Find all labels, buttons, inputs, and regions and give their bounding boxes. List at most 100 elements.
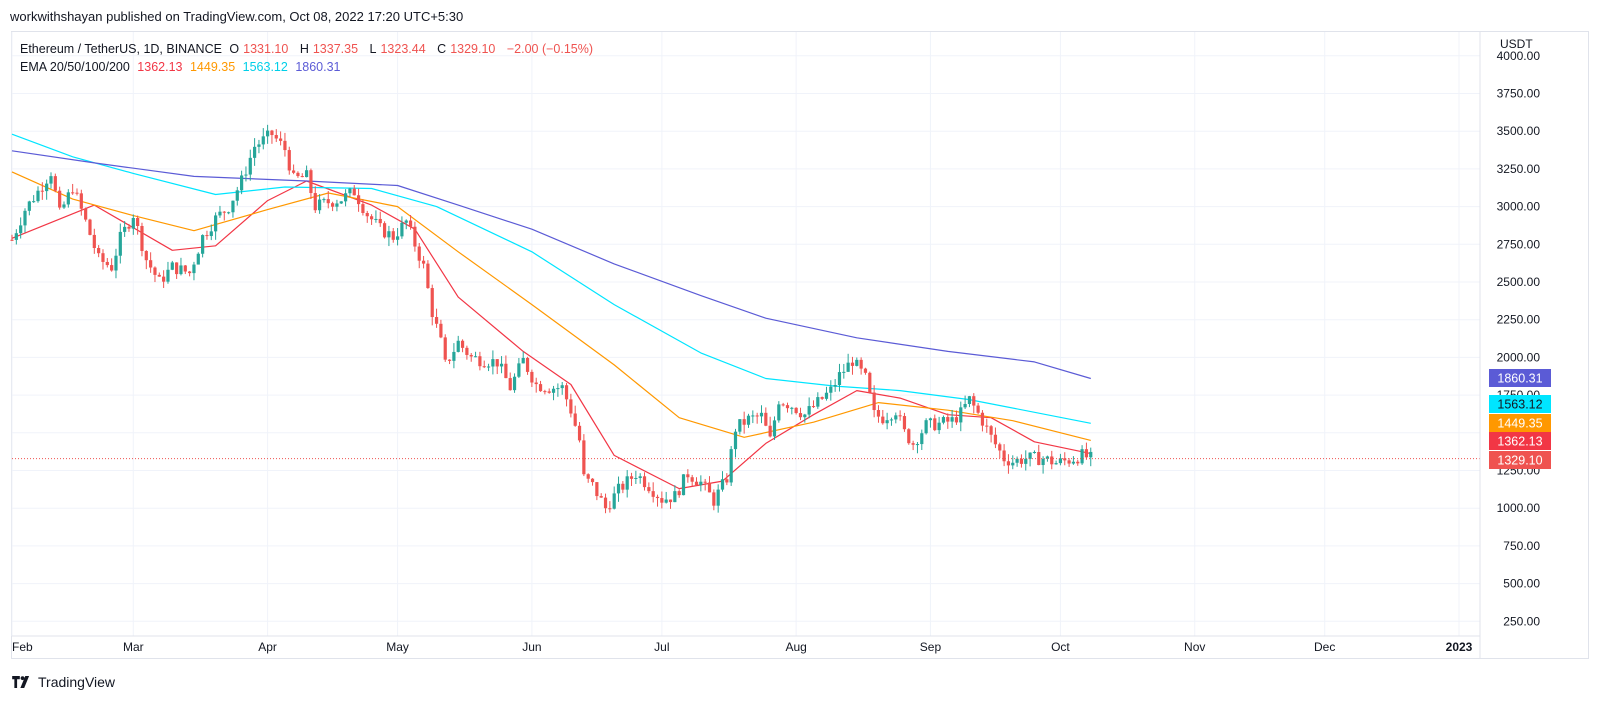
ema200-value: 1860.31 xyxy=(295,60,341,74)
candle-body xyxy=(330,203,335,207)
x-tick-label: Jun xyxy=(522,640,541,654)
candle-body xyxy=(881,416,885,424)
candle-body xyxy=(785,405,790,409)
candle-body xyxy=(473,356,478,358)
candle-body xyxy=(417,246,421,261)
candle-body xyxy=(716,489,720,506)
candle-body xyxy=(469,354,473,357)
candle-body xyxy=(599,496,603,498)
candle-body xyxy=(287,150,291,171)
currency-label: USDT xyxy=(1500,37,1533,51)
candle-body xyxy=(846,362,850,372)
candle-body xyxy=(19,225,23,234)
candle-body xyxy=(452,351,456,361)
candle-body xyxy=(837,372,842,386)
candle-body xyxy=(23,210,27,226)
candle-body xyxy=(1067,460,1071,464)
candle-body xyxy=(824,392,829,399)
candle-body xyxy=(456,340,460,352)
candle-body xyxy=(959,407,963,423)
candle-body xyxy=(902,416,907,430)
candle-body xyxy=(317,199,322,211)
candle-body xyxy=(759,412,764,417)
candle-body xyxy=(564,385,569,400)
candle-body xyxy=(205,235,209,237)
candle-body xyxy=(292,170,296,173)
candle-body xyxy=(300,176,304,178)
ema200-tag-bg xyxy=(1489,369,1551,387)
candle-body xyxy=(608,508,612,510)
candle-body xyxy=(712,492,716,506)
candle-body xyxy=(421,260,426,264)
ema100-value: 1563.12 xyxy=(242,60,288,74)
candle-body xyxy=(53,176,57,191)
candle-body xyxy=(694,481,699,486)
candle-body xyxy=(911,443,915,445)
price-tags: 1860.31 1563.12 1449.35 1362.13 1329.10 xyxy=(1489,369,1551,469)
candle-body xyxy=(153,267,157,275)
candle-body xyxy=(460,340,465,348)
ema100-tag-label: 1563.12 xyxy=(1497,398,1542,412)
candle-body xyxy=(538,384,543,392)
candle-body xyxy=(790,407,794,409)
high-value: H 1337.35 xyxy=(299,42,359,56)
candle-body xyxy=(92,234,96,249)
candle-body xyxy=(595,482,599,497)
candle-body xyxy=(616,483,621,494)
candle-body xyxy=(192,264,196,274)
x-tick-label: Aug xyxy=(785,640,806,654)
publisher-note: workwithshayan published on TradingView.… xyxy=(10,9,464,24)
candle-body xyxy=(1028,452,1032,459)
candle-body xyxy=(1076,461,1080,464)
candle-body xyxy=(1006,461,1011,466)
candle-body xyxy=(149,260,153,268)
candle-body xyxy=(816,397,820,407)
candle-body xyxy=(629,476,634,479)
candle-body xyxy=(928,418,933,421)
candle-body xyxy=(88,219,92,235)
candle-body xyxy=(447,359,452,361)
candle-body xyxy=(855,359,859,366)
candle-body xyxy=(746,415,751,425)
x-tick-label: May xyxy=(386,640,409,654)
candle-body xyxy=(391,231,395,240)
ema-line-3 xyxy=(11,133,1091,424)
y-tick-label: 3750.00 xyxy=(1497,87,1541,101)
ema-lines xyxy=(11,133,1091,490)
candle-body xyxy=(222,211,226,213)
candle-body xyxy=(322,199,326,201)
candle-body xyxy=(556,388,560,390)
candle-body xyxy=(110,265,114,271)
candle-body xyxy=(348,188,352,194)
candle-body xyxy=(621,483,625,490)
candle-body xyxy=(703,481,707,483)
candle-body xyxy=(335,203,339,207)
candle-body xyxy=(395,236,400,240)
candle-body xyxy=(907,429,911,444)
candle-body xyxy=(1080,449,1084,464)
candle-body xyxy=(612,493,616,509)
candle-body xyxy=(71,192,75,194)
candle-body xyxy=(504,363,508,379)
candles xyxy=(10,124,1093,514)
grid-lines xyxy=(11,32,1480,636)
candle-body xyxy=(430,288,434,318)
footer-brand[interactable]: TradingView xyxy=(12,674,115,690)
candle-body xyxy=(244,174,248,176)
candle-body xyxy=(603,497,608,509)
candle-body xyxy=(1011,462,1015,466)
candle-body xyxy=(404,220,408,223)
candle-body xyxy=(651,491,655,497)
y-tick-label: 250.00 xyxy=(1503,614,1540,628)
candle-body xyxy=(257,144,261,147)
candle-body xyxy=(833,385,837,387)
candle-body xyxy=(408,220,413,227)
candle-body xyxy=(569,399,573,414)
x-tick-label: Mar xyxy=(123,640,144,654)
candle-body xyxy=(266,130,270,137)
candle-body xyxy=(1041,458,1045,466)
candle-body xyxy=(993,434,998,445)
x-tick-label: Jul xyxy=(654,640,669,654)
candle-body xyxy=(798,413,803,418)
